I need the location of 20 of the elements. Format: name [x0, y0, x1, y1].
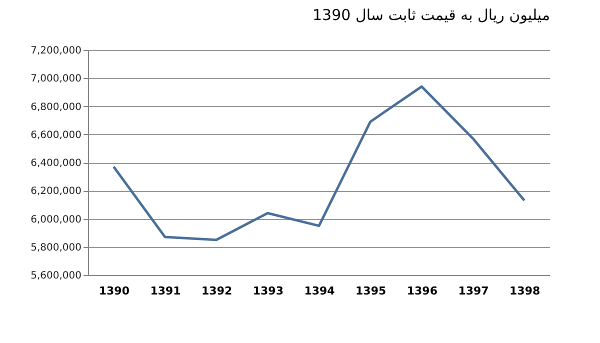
- x-tick-label: 1397: [458, 284, 489, 298]
- line-series: [112, 85, 526, 242]
- y-tick-label: 5,600,000: [30, 270, 82, 282]
- x-tick-label: 1393: [252, 284, 284, 298]
- x-tick-label: 1394: [304, 284, 336, 298]
- y-tick-label: 7,000,000: [30, 74, 82, 85]
- y-tick-label: 6,800,000: [30, 102, 82, 113]
- y-tick-label: 5,800,000: [30, 242, 82, 254]
- y-tick-label: 7,200,000: [30, 46, 82, 56]
- y-tick-label: 6,000,000: [30, 214, 82, 226]
- y-tick-label: 6,600,000: [30, 130, 82, 141]
- chart-title: میلیون ریال به قیمت ثابت سال 1390: [312, 6, 550, 24]
- x-tick-label: 1391: [150, 284, 181, 298]
- x-tick-label: 1395: [356, 284, 386, 298]
- x-tick-label: 1390: [98, 284, 130, 298]
- x-tick-label: 1396: [406, 284, 438, 298]
- y-tick-label: 6,400,000: [30, 158, 82, 169]
- y-tick-label: 6,200,000: [30, 186, 82, 198]
- x-tick-label: 1398: [510, 284, 540, 298]
- x-tick-label: 1392: [202, 284, 232, 298]
